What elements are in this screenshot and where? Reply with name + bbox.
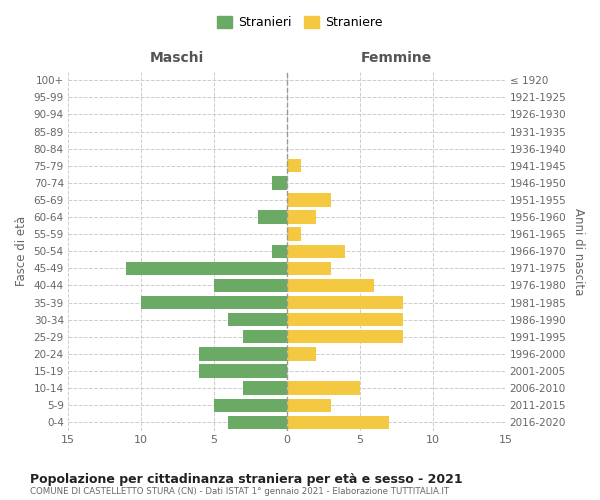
Y-axis label: Anni di nascita: Anni di nascita — [572, 208, 585, 295]
Legend: Stranieri, Straniere: Stranieri, Straniere — [212, 11, 388, 34]
Bar — [287, 228, 301, 241]
Bar — [199, 347, 287, 360]
Text: Popolazione per cittadinanza straniera per età e sesso - 2021: Popolazione per cittadinanza straniera p… — [30, 472, 463, 486]
Bar — [287, 330, 403, 344]
Bar — [214, 279, 287, 292]
Text: COMUNE DI CASTELLETTO STURA (CN) - Dati ISTAT 1° gennaio 2021 - Elaborazione TUT: COMUNE DI CASTELLETTO STURA (CN) - Dati … — [30, 488, 449, 496]
Bar — [287, 416, 389, 429]
Bar — [287, 210, 316, 224]
Bar — [272, 176, 287, 190]
Bar — [141, 296, 287, 309]
Bar — [214, 398, 287, 412]
Bar — [199, 364, 287, 378]
Bar — [127, 262, 287, 275]
Text: Femmine: Femmine — [361, 50, 432, 64]
Bar — [257, 210, 287, 224]
Y-axis label: Fasce di età: Fasce di età — [15, 216, 28, 286]
Bar — [287, 159, 301, 172]
Bar — [287, 398, 331, 412]
Bar — [243, 330, 287, 344]
Bar — [287, 313, 403, 326]
Bar — [287, 194, 331, 206]
Bar — [287, 279, 374, 292]
Bar — [287, 382, 359, 394]
Bar — [287, 347, 316, 360]
Text: Maschi: Maschi — [150, 50, 205, 64]
Bar — [229, 313, 287, 326]
Bar — [272, 244, 287, 258]
Bar — [243, 382, 287, 394]
Bar — [287, 244, 345, 258]
Bar — [229, 416, 287, 429]
Bar — [287, 262, 331, 275]
Bar — [287, 296, 403, 309]
